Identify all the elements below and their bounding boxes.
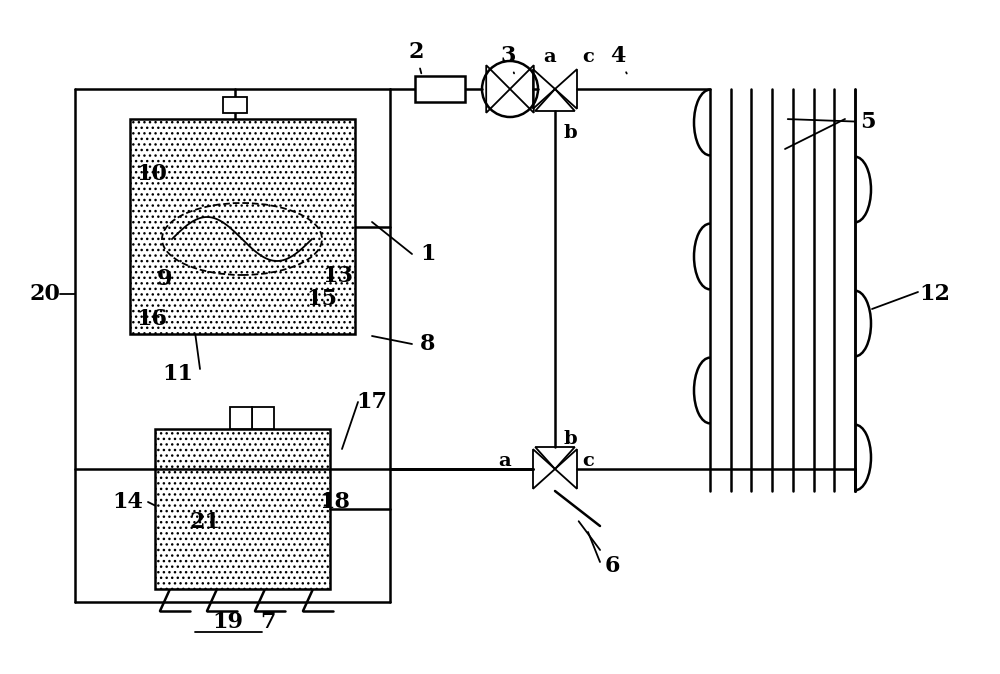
Bar [130,119,355,334]
Text: 5: 5 [788,111,876,133]
Bar [252,407,274,429]
Bar [223,97,247,113]
Text: 21: 21 [189,511,220,533]
Bar [155,429,330,589]
Text: 7: 7 [260,611,276,633]
Text: c: c [582,452,594,470]
Bar [415,76,465,102]
Text: a: a [498,452,511,470]
Text: 3: 3 [500,45,516,73]
Text: 13: 13 [323,265,353,287]
Text: 14: 14 [113,491,143,513]
Text: 12: 12 [920,283,950,305]
Text: a: a [543,48,556,66]
Text: b: b [563,430,577,448]
Text: 18: 18 [320,491,351,513]
Bar [230,407,252,429]
Text: 10: 10 [137,163,167,185]
Text: 8: 8 [420,333,436,355]
Text: 19: 19 [212,611,243,633]
Text: 20: 20 [30,283,60,305]
Text: 11: 11 [162,363,194,385]
Text: 15: 15 [306,288,338,310]
Text: 1: 1 [420,243,436,265]
Text: 4: 4 [610,45,627,73]
Text: 17: 17 [356,391,388,413]
Text: 9: 9 [157,268,173,290]
Text: 6: 6 [579,521,620,577]
Text: 2: 2 [408,41,424,73]
Text: 16: 16 [136,308,168,330]
Text: b: b [563,124,577,142]
Text: c: c [582,48,594,66]
